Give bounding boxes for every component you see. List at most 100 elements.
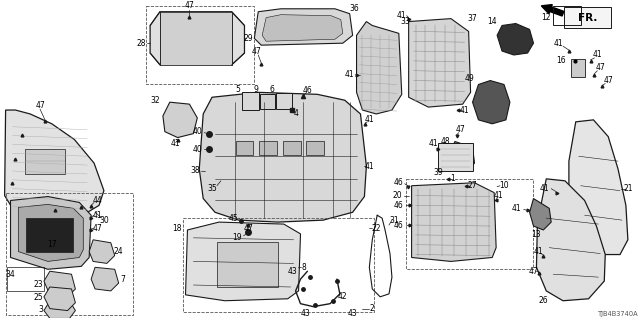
Polygon shape [472,81,510,124]
Polygon shape [4,110,104,218]
Polygon shape [412,183,496,261]
Text: 28: 28 [137,39,146,48]
Bar [217,242,278,287]
Text: 16: 16 [556,56,566,65]
Text: 34: 34 [6,270,15,279]
Text: 43: 43 [348,309,358,318]
Text: 36: 36 [349,4,360,13]
Text: 41: 41 [171,139,180,148]
Text: 2: 2 [370,304,374,313]
Text: 8: 8 [301,263,306,272]
Bar [25,149,65,174]
Polygon shape [10,196,91,269]
Polygon shape [163,102,197,138]
Text: 41: 41 [553,39,563,48]
Text: 41: 41 [540,184,549,193]
Bar [406,179,534,269]
Bar [241,92,259,110]
Text: 41: 41 [345,70,355,79]
Text: 47: 47 [595,63,605,72]
Text: 18: 18 [172,223,182,233]
Text: 30: 30 [99,216,109,225]
Bar [438,143,472,171]
Text: 14: 14 [488,17,497,26]
Bar [283,141,301,155]
Polygon shape [449,141,474,171]
Text: 43: 43 [301,309,310,318]
Text: 33: 33 [401,17,411,26]
Text: 41: 41 [397,11,406,20]
FancyArrow shape [541,4,564,16]
Text: 20: 20 [392,191,402,200]
Bar [26,218,74,252]
Bar [260,94,275,109]
Polygon shape [186,222,301,301]
Bar [236,141,253,155]
Text: 38: 38 [191,166,200,175]
Bar [6,267,44,291]
Polygon shape [44,271,76,297]
Text: 21: 21 [623,184,632,193]
Polygon shape [529,198,551,230]
Text: 23: 23 [33,280,43,289]
Text: 41: 41 [429,139,438,148]
Polygon shape [199,92,366,222]
Text: 19: 19 [232,233,241,242]
Polygon shape [262,15,343,41]
Text: 46: 46 [394,201,404,210]
Bar [259,141,277,155]
Text: 17: 17 [47,240,56,249]
Text: 24: 24 [114,247,124,256]
Text: 47: 47 [92,223,102,233]
Text: 40: 40 [193,145,202,154]
Bar [146,6,254,84]
Polygon shape [536,179,605,301]
Text: 10: 10 [499,181,509,190]
Text: TJB4B3740A: TJB4B3740A [598,310,638,316]
Text: 41: 41 [365,162,374,171]
Text: 1: 1 [451,174,455,183]
Text: 39: 39 [433,168,443,178]
Polygon shape [497,24,534,55]
Text: 3: 3 [38,305,43,314]
Text: 47: 47 [244,223,253,233]
Text: 49: 49 [465,74,474,83]
Polygon shape [409,19,470,107]
Text: 26: 26 [538,296,548,305]
Polygon shape [254,9,353,45]
Text: 41: 41 [593,51,602,60]
Text: 46: 46 [394,178,404,187]
Bar [564,7,611,28]
Text: 4: 4 [293,109,298,118]
Text: 22: 22 [371,223,381,233]
Text: 31: 31 [389,216,399,225]
Bar [276,93,292,109]
Polygon shape [569,120,628,254]
Text: 41: 41 [534,247,543,256]
Text: 43: 43 [288,267,298,276]
Text: 12: 12 [541,13,551,22]
Text: 9: 9 [253,85,259,94]
Text: 47: 47 [604,76,613,85]
Text: 35: 35 [207,184,217,193]
Text: 40: 40 [193,127,202,136]
Polygon shape [19,204,83,261]
Text: 47: 47 [184,1,195,10]
Bar [307,141,324,155]
Bar [553,6,580,26]
Text: 42: 42 [338,292,348,301]
Text: 6: 6 [269,85,274,94]
Text: 27: 27 [468,181,477,190]
Text: 45: 45 [229,214,239,223]
Polygon shape [44,301,76,318]
Text: 41: 41 [493,191,503,200]
Text: 44: 44 [92,196,102,205]
Text: 47: 47 [252,46,261,56]
Polygon shape [356,21,402,114]
Bar [182,218,374,312]
Text: 48: 48 [440,137,450,146]
Text: 41: 41 [365,116,374,124]
Bar [6,193,133,316]
Polygon shape [44,287,76,311]
Text: 13: 13 [532,230,541,239]
